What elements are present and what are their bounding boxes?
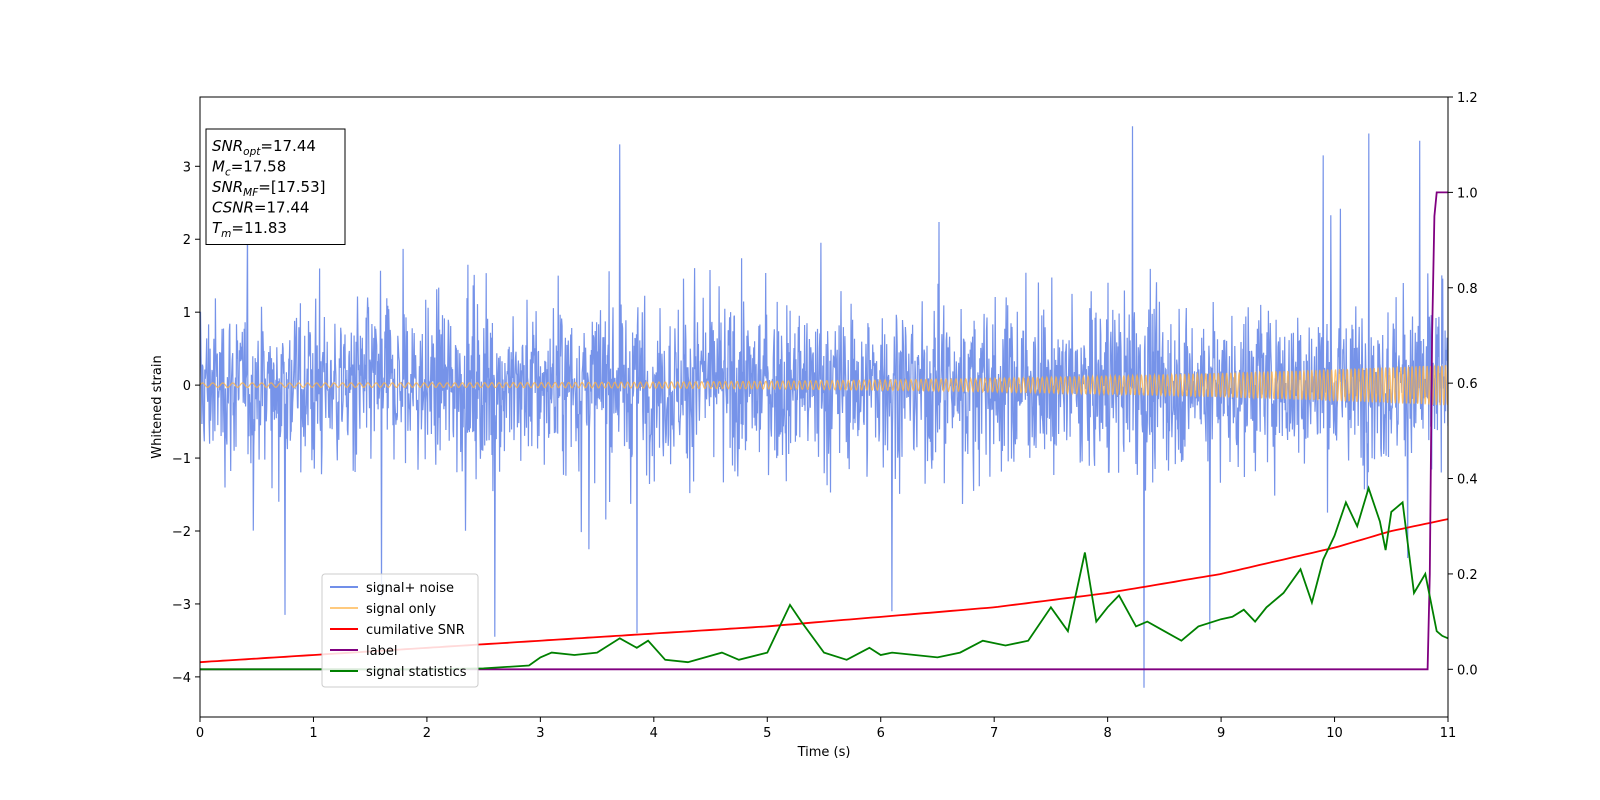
annotation-line: Mc=17.58 [212, 158, 286, 179]
series-signal-statistics-line [200, 485, 1448, 671]
legend: signal+ noise signal only cumilative SNR la… [321, 573, 479, 688]
x-tick-label: 2 [423, 726, 431, 741]
annotation-line: CSNR=17.44 [212, 199, 309, 217]
parameter-annotation-box: SNRopt=17.44Mc=17.58SNRMF=[17.53]CSNR=17… [205, 128, 346, 245]
legend-label: signal statistics [366, 665, 467, 680]
legend-label: cumilative SNR [366, 623, 465, 638]
annotation-line: SNRMF=[17.53] [212, 178, 326, 199]
y-right-tick-label: 1.0 [1457, 186, 1478, 201]
x-tick-label: 9 [1217, 726, 1225, 741]
y-axis-label: Whitened strain [150, 355, 165, 458]
right-y-axis: 1.2 1.0 0.8 0.6 0.4 0.2 0.0 [1448, 91, 1478, 678]
series-label-line [200, 191, 1448, 671]
y-left-tick-label: 3 [183, 160, 191, 175]
series-signal-only-line [200, 363, 1448, 406]
x-axis: 0 1 2 3 4 5 6 7 8 9 10 11 [196, 717, 1456, 741]
y-right-tick-label: 0.2 [1457, 568, 1478, 583]
left-y-axis: 3 2 1 0 −1 −2 −3 −4 [172, 160, 200, 686]
x-tick-label: 11 [1440, 726, 1457, 741]
legend-label: signal only [366, 602, 436, 617]
x-tick-label: 10 [1326, 726, 1343, 741]
x-tick-label: 3 [536, 726, 544, 741]
x-tick-label: 4 [650, 726, 658, 741]
x-tick-label: 7 [990, 726, 998, 741]
y-left-tick-label: −4 [172, 671, 191, 686]
x-tick-label: 0 [196, 726, 204, 741]
y-right-tick-label: 0.6 [1457, 377, 1478, 392]
x-tick-label: 8 [1103, 726, 1111, 741]
x-tick-label: 5 [763, 726, 771, 741]
y-left-tick-label: −1 [172, 452, 191, 467]
x-tick-label: 6 [877, 726, 885, 741]
annotation-box-frame [205, 128, 346, 245]
y-left-tick-label: 2 [183, 233, 191, 248]
y-left-tick-label: −2 [172, 525, 191, 540]
legend-label: signal+ noise [366, 581, 454, 596]
series-signal-noise-line [200, 126, 1448, 688]
y-left-tick-label: −3 [172, 598, 191, 613]
plot-frame [199, 96, 1449, 718]
y-right-tick-label: 1.2 [1457, 91, 1478, 106]
annotation-line: SNRopt=17.44 [212, 137, 316, 158]
annotation-line: Tm=11.83 [212, 219, 287, 240]
x-axis-label: Time (s) [797, 745, 851, 760]
y-left-tick-label: 1 [183, 306, 191, 321]
y-right-tick-label: 0.8 [1457, 282, 1478, 297]
y-right-tick-label: 0.0 [1457, 663, 1478, 678]
legend-frame [321, 573, 479, 688]
x-tick-label: 1 [309, 726, 317, 741]
y-right-tick-label: 0.4 [1457, 473, 1478, 488]
y-left-tick-label: 0 [183, 379, 191, 394]
legend-label: label [366, 644, 397, 659]
